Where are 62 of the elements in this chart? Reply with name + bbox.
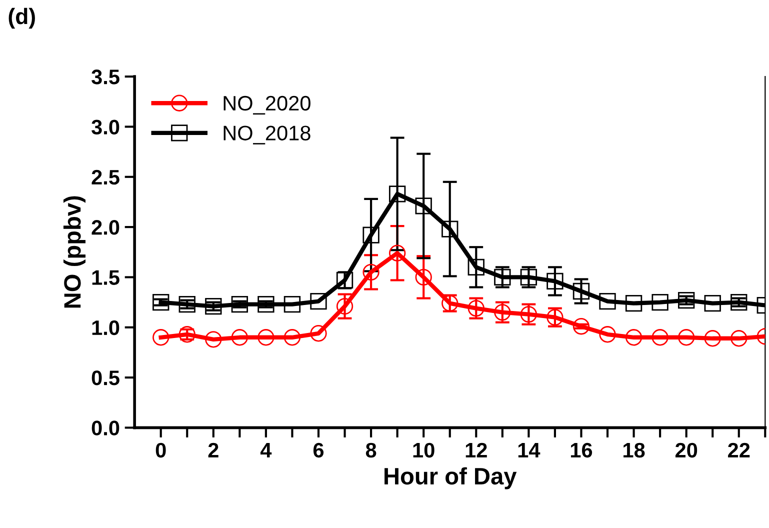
point <box>152 294 170 311</box>
point <box>336 298 354 315</box>
y-tick-label: 2.5 <box>92 170 120 185</box>
point <box>730 330 748 347</box>
y-tick-label: 1.5 <box>92 270 120 285</box>
point <box>178 296 196 313</box>
y-axis-title: NO (ppbv) <box>63 196 86 308</box>
x-tick-label: 4 <box>260 443 272 458</box>
x-tick-label: 20 <box>675 442 698 458</box>
point <box>205 331 222 348</box>
point <box>468 258 484 276</box>
x-tick-label: 16 <box>570 442 592 458</box>
point <box>704 330 721 347</box>
point <box>205 298 222 315</box>
point <box>415 198 432 214</box>
legend-label: NO_2020 <box>224 96 310 115</box>
point <box>284 329 301 346</box>
point <box>258 296 274 313</box>
y-tick-label: 0.5 <box>92 370 120 386</box>
point <box>730 294 748 311</box>
point <box>599 326 616 343</box>
x-tick-label: 18 <box>624 442 645 458</box>
point <box>362 226 380 244</box>
x-tick-label: 22 <box>728 442 750 458</box>
x-tick-label: 8 <box>366 442 376 458</box>
y-tick-label: 3.5 <box>92 70 120 84</box>
point <box>572 282 590 300</box>
y-tick-label: 0.0 <box>92 420 120 436</box>
point <box>258 329 274 346</box>
legend-label: NO_2018 <box>224 126 310 144</box>
x-tick-label: 2 <box>208 442 218 458</box>
y-tick-label: 2.0 <box>92 220 120 235</box>
point <box>652 294 668 311</box>
point <box>546 272 564 290</box>
text: (d) <box>8 8 35 29</box>
x-tick-label: 6 <box>313 442 324 458</box>
point <box>625 329 642 346</box>
point <box>231 296 248 313</box>
point <box>152 329 170 346</box>
point <box>599 292 616 310</box>
point <box>678 292 695 309</box>
point <box>652 329 668 346</box>
point <box>678 329 695 346</box>
x-tick-label: 14 <box>518 443 540 458</box>
point <box>572 318 590 335</box>
x-tick-label: 12 <box>466 442 487 458</box>
point <box>442 220 458 238</box>
point <box>310 325 327 342</box>
point <box>704 294 721 312</box>
point <box>362 264 380 281</box>
y-tick-label: 1.0 <box>92 320 120 336</box>
point <box>310 292 327 310</box>
x-tick-label: 10 <box>413 442 434 458</box>
x-tick-label: 0 <box>156 442 166 458</box>
x-axis-title: Hour of Day <box>384 467 517 490</box>
point <box>284 296 301 313</box>
point <box>388 244 406 262</box>
point <box>415 268 432 286</box>
point <box>388 186 406 202</box>
y-tick-label: 3.0 <box>92 120 120 135</box>
point <box>231 329 248 346</box>
point <box>625 294 642 312</box>
